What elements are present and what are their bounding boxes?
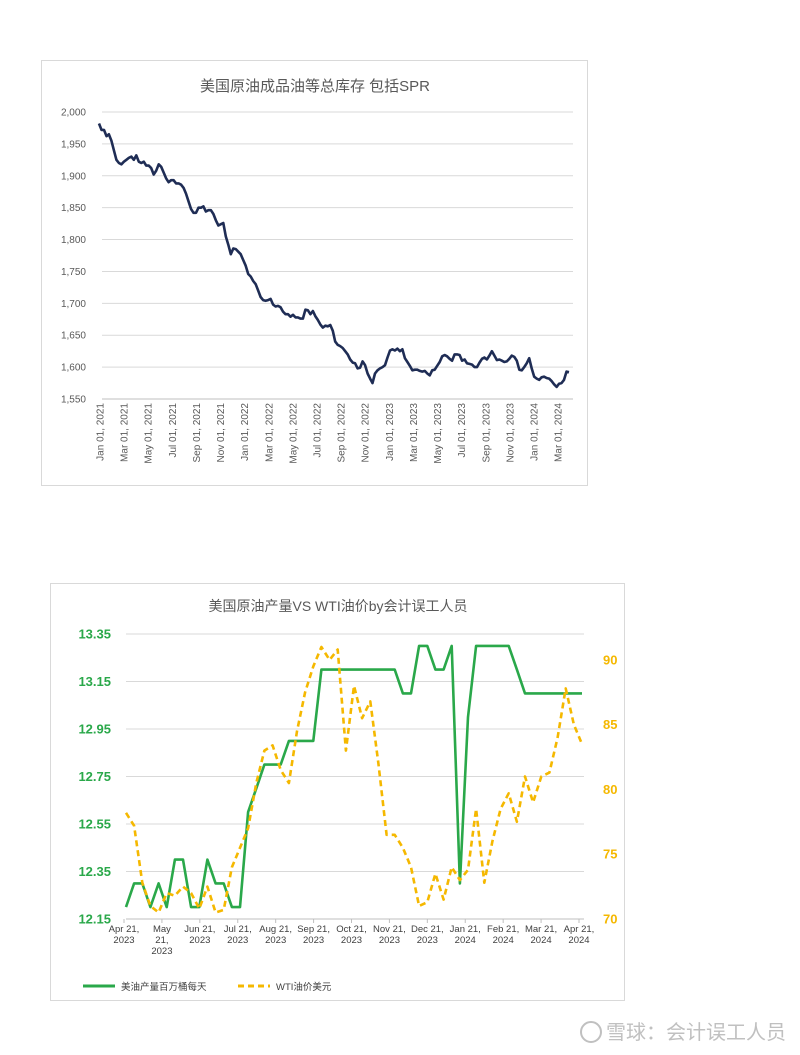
production-x-tick-label: 2023	[227, 935, 248, 946]
production-x-tick-label: Aug 21,	[259, 924, 292, 935]
inventory-x-tick: Mar 01, 2022	[264, 403, 275, 462]
chart-legend: 美油产量百万桶每天 WTI油价美元	[83, 981, 332, 993]
inventory-x-tick: Mar 01, 2024	[554, 403, 565, 462]
production-x-tick-label: Mar 21,	[525, 924, 557, 935]
production-x-tick-label: 2023	[303, 935, 324, 946]
production-y-left-tick: 12.75	[78, 769, 111, 784]
production-x-tick-label: Oct 21,	[336, 924, 367, 935]
inventory-y-tick: 1,700	[61, 299, 86, 310]
production-x-tick-label: Feb 21,	[487, 924, 519, 935]
inventory-y-tick: 1,850	[61, 203, 86, 214]
production-x-tick-label: Apr 21,	[109, 924, 140, 935]
inventory-x-tick: Sep 01, 2023	[481, 403, 492, 463]
production-x-tick-label: Sep 21,	[297, 924, 330, 935]
production-y-right-tick: 70	[603, 912, 617, 927]
production-vs-wti-chart-panel: 美国原油产量VS WTI油价by会计误工人员 12.15 12.35 12.55 12…	[50, 583, 625, 1001]
inventory-x-tick: May 01, 2021	[144, 403, 155, 464]
production-chart-title: 美国原油产量VS WTI油价by会计误工人员	[208, 598, 467, 614]
inventory-x-tick: Jul 01, 2023	[457, 403, 468, 458]
production-y-left-tick: 12.55	[78, 817, 111, 832]
production-vs-wti-chart: 美国原油产量VS WTI油价by会计误工人员 12.15 12.35 12.55 12…	[78, 598, 617, 993]
production-y-left-tick: 12.95	[78, 722, 111, 737]
production-x-tick-label: 2023	[265, 935, 286, 946]
inventory-y-tick: 1,900	[61, 171, 86, 182]
inventory-x-tick: Jan 01, 2024	[530, 403, 541, 461]
inventory-x-tick: Nov 01, 2023	[505, 403, 516, 463]
inventory-x-tick: May 01, 2023	[433, 403, 444, 464]
production-y-left-tick: 13.35	[78, 627, 111, 642]
inventory-y-tick: 1,800	[61, 235, 86, 246]
production-y-left-tick: 13.15	[78, 674, 111, 689]
production-x-tick-label: 2024	[455, 935, 476, 946]
production-y-right-tick: 90	[603, 652, 617, 667]
production-x-tick-label: Nov 21,	[373, 924, 406, 935]
inventory-x-tick: Mar 01, 2021	[120, 403, 131, 462]
inventory-y-tick: 1,950	[61, 139, 86, 150]
watermark: 雪球：会计误工人员	[580, 1016, 786, 1045]
production-x-tick-label: Jan 21,	[450, 924, 481, 935]
inventory-x-tick: Jul 01, 2022	[313, 403, 324, 458]
production-y-right-tick: 85	[603, 717, 617, 732]
inventory-y-tick: 1,600	[61, 363, 86, 374]
inventory-x-tick: Jan 01, 2023	[385, 403, 396, 461]
production-y-right-tick: 80	[603, 782, 617, 797]
production-x-tick-label: 2023	[151, 946, 172, 957]
production-x-tick-label: 2023	[341, 935, 362, 946]
legend-label-wti: WTI油价美元	[276, 981, 332, 993]
inventory-x-tick: May 01, 2022	[288, 403, 299, 464]
production-y-left-tick: 12.35	[78, 864, 111, 879]
production-x-tick-label: 2023	[379, 935, 400, 946]
inventory-series-line	[97, 123, 570, 389]
inventory-x-tick: Mar 01, 2023	[409, 403, 420, 462]
production-series-line	[124, 644, 582, 909]
inventory-y-tick: 2,000	[61, 108, 86, 119]
inventory-x-tick: Jan 01, 2021	[96, 403, 107, 461]
snowball-logo-icon	[580, 1021, 602, 1043]
inventory-y-tick: 1,650	[61, 331, 86, 342]
production-x-tick-label: 2023	[113, 935, 134, 946]
inventory-chart-title: 美国原油成品油等总库存 包括SPR	[200, 77, 430, 95]
production-x-tick-label: 2023	[189, 935, 210, 946]
production-y-right-tick: 75	[603, 847, 617, 862]
production-x-tick-label: May	[153, 924, 171, 935]
inventory-chart-panel: 美国原油成品油等总库存 包括SPR 1,550 1,600 1,650 1,700 1,…	[41, 60, 588, 486]
production-y-left-tick: 12.15	[78, 912, 111, 927]
production-x-tick-label: Jun 21,	[184, 924, 215, 935]
production-x-tick-label: Apr 21,	[564, 924, 595, 935]
inventory-x-tick: Sep 01, 2022	[337, 403, 348, 463]
inventory-x-tick: Nov 01, 2021	[216, 403, 227, 463]
inventory-x-tick: Jan 01, 2022	[240, 403, 251, 461]
production-x-tick-label: 2024	[531, 935, 552, 946]
production-x-tick-label: Jul 21,	[224, 924, 252, 935]
production-x-tick-label: 21,	[155, 935, 168, 946]
legend-label-production: 美油产量百万桶每天	[121, 981, 207, 993]
production-x-tick-label: 2024	[493, 935, 514, 946]
production-x-tick-label: 2023	[417, 935, 438, 946]
inventory-x-tick: Jul 01, 2021	[168, 403, 179, 458]
inventory-y-tick: 1,750	[61, 267, 86, 278]
inventory-x-tick: Nov 01, 2022	[361, 403, 372, 463]
production-x-tick-label: 2024	[568, 935, 589, 946]
wti-series-line	[124, 645, 584, 914]
inventory-x-tick: Sep 01, 2021	[192, 403, 203, 463]
production-x-tick-label: Dec 21,	[411, 924, 444, 935]
inventory-chart: 美国原油成品油等总库存 包括SPR 1,550 1,600 1,650 1,700 1,…	[61, 77, 573, 464]
inventory-y-tick: 1,550	[61, 395, 86, 406]
watermark-text: 雪球：会计误工人员	[606, 1020, 786, 1044]
